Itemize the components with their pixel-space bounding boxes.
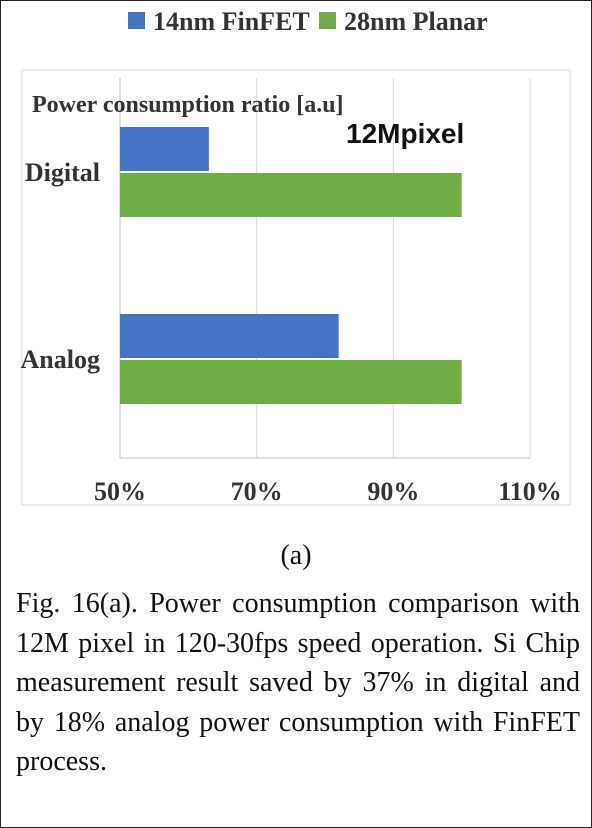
figure-caption: Fig. 16(a). Power consumption comparison… (16, 588, 580, 777)
category-label-digital: Digital (25, 158, 100, 187)
plot-area-border (21, 69, 571, 506)
legend-label-planar: 28nm Planar (344, 7, 488, 36)
bar-analog-finfet (120, 314, 339, 358)
bar-chart: 14nm FinFET 28nm Planar Power consumptio… (21, 7, 571, 506)
legend-swatch-planar (319, 12, 336, 29)
category-labels: Digital Analog (21, 158, 100, 374)
bar-analog-planar (120, 360, 462, 404)
y-axis-label: Power consumption ratio [a.u] (32, 92, 344, 118)
x-tick-label: 70% (231, 477, 283, 506)
x-tick-label: 50% (94, 477, 146, 506)
x-tick-labels: 50% 70% 90% 110% (94, 477, 562, 506)
legend-label-finfet: 14nm FinFET (153, 7, 310, 36)
x-tick-label: 110% (498, 477, 562, 506)
subfigure-label: (a) (280, 540, 312, 571)
legend-swatch-finfet (128, 12, 145, 29)
x-tick-label: 90% (367, 477, 419, 506)
category-label-analog: Analog (21, 345, 100, 374)
bars (120, 127, 462, 404)
bar-digital-planar (120, 173, 462, 217)
chart-annotation: 12Mpixel (346, 118, 464, 149)
bar-digital-finfet (120, 127, 209, 171)
legend: 14nm FinFET 28nm Planar (128, 7, 488, 36)
